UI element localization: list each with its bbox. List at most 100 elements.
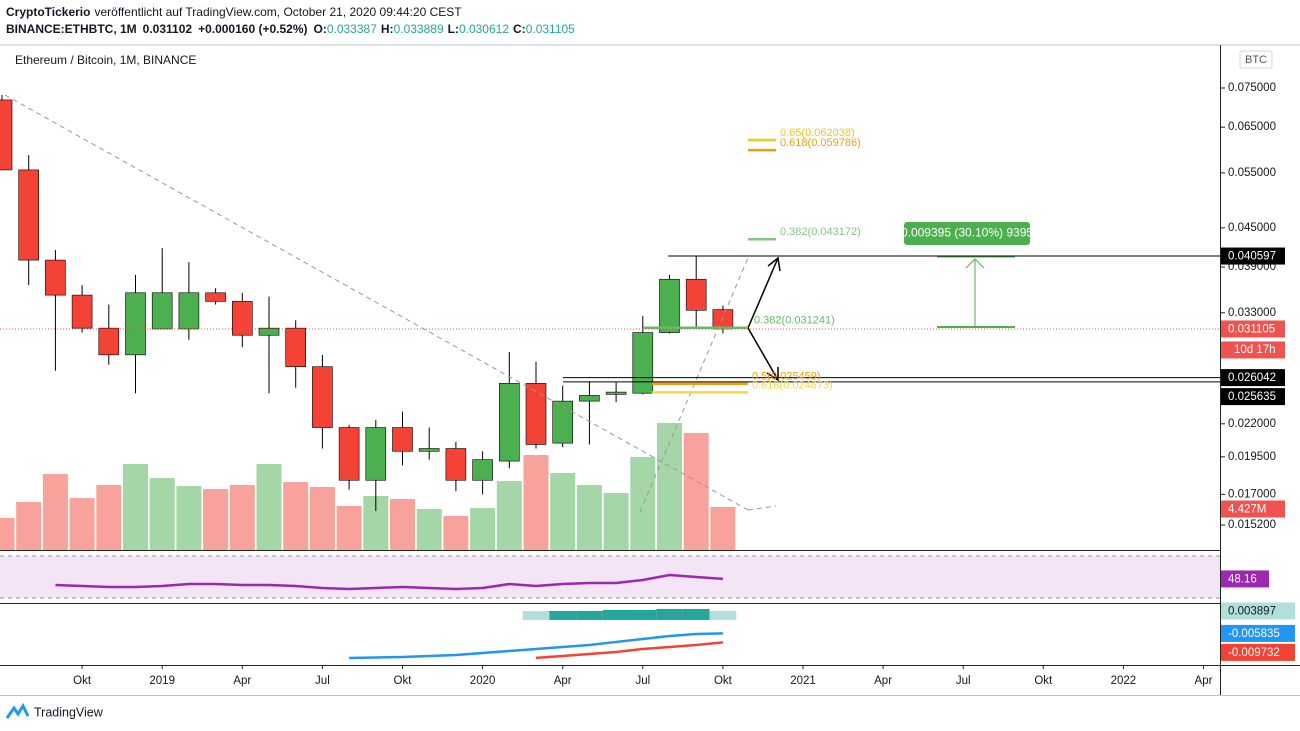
candle-body xyxy=(579,395,600,402)
candle-body xyxy=(125,292,146,356)
price-tag-bg xyxy=(1221,369,1285,387)
candle-body xyxy=(418,448,440,452)
volume-bar xyxy=(149,478,175,550)
x-tick-label: 2019 xyxy=(149,675,175,687)
volume-layer xyxy=(0,422,737,620)
candle-body xyxy=(232,301,253,336)
volume-bar xyxy=(710,507,736,550)
macd-histogram-bar xyxy=(709,610,737,620)
volume-bar xyxy=(176,486,202,550)
macd-histogram-bar xyxy=(522,611,550,620)
candle-body xyxy=(659,278,680,333)
rsi-band xyxy=(0,556,1220,598)
macd-histogram-bar xyxy=(549,610,577,620)
volume-bar xyxy=(203,489,229,550)
x-tick-label: Okt xyxy=(1034,675,1053,687)
fib-label: 0.382(0.031241) xyxy=(754,315,835,327)
projection-arrow xyxy=(747,327,779,381)
price-tag: 4.427M xyxy=(1228,504,1266,516)
volume-bar xyxy=(123,464,148,550)
trend-line xyxy=(4,94,749,511)
price-tag-bg xyxy=(1221,624,1295,642)
x-tick-label: 2020 xyxy=(470,675,496,687)
macd-histogram-bar xyxy=(682,608,710,620)
countdown: 10d 17h xyxy=(1234,344,1276,356)
symbol-line: BINANCE:ETHBTC, 1M 0.031102 +0.000160 (+0.… xyxy=(6,22,575,36)
candle-body xyxy=(45,259,66,296)
x-tick-label: Okt xyxy=(73,675,92,687)
fib-label: 0.5(0.025459) xyxy=(752,371,821,383)
candle-body xyxy=(71,294,93,329)
ohlc-key: L: xyxy=(448,22,459,36)
volume-bar xyxy=(16,502,42,550)
volume-bar xyxy=(390,499,415,550)
ohlc-key: C: xyxy=(513,22,526,36)
x-tick-label: 2022 xyxy=(1111,675,1137,687)
candle-body xyxy=(178,292,200,330)
y-tick-label: 0.055000 xyxy=(1228,167,1276,179)
y-tick-label: 0.022000 xyxy=(1228,418,1276,430)
x-tick-label: Okt xyxy=(714,675,733,687)
currency-badge xyxy=(1239,50,1273,69)
volume-bar xyxy=(550,472,576,550)
y-tick-label: 0.019500 xyxy=(1228,451,1276,463)
candle-body xyxy=(285,327,307,368)
y-tick-label: 0.015200 xyxy=(1228,519,1276,531)
candle-body xyxy=(445,448,467,481)
measure-box xyxy=(904,222,1030,245)
ohlc-value: 0.030612 xyxy=(459,22,509,36)
drawings xyxy=(0,94,1220,513)
volume-bar xyxy=(69,498,95,550)
y-tick-label: 0.075000 xyxy=(1228,82,1276,94)
price-tag-bg xyxy=(1221,500,1285,518)
signal-line xyxy=(535,641,724,660)
volume-bar xyxy=(283,482,309,550)
volume-bar xyxy=(630,456,656,550)
price-tag-bg xyxy=(1221,602,1295,620)
published: veröffentlicht auf TradingView.com, Octo… xyxy=(94,5,462,19)
candle-body xyxy=(338,427,360,481)
x-tick-label: Okt xyxy=(394,675,413,687)
y-tick-label: 0.017000 xyxy=(1228,488,1276,500)
volume-bar xyxy=(416,509,442,550)
x-tick-label: Jul xyxy=(956,675,971,687)
volume-bar xyxy=(470,507,496,550)
volume-bar xyxy=(42,473,68,550)
candle-body xyxy=(98,327,120,356)
price-tag: 0.025635 xyxy=(1228,391,1276,403)
price-tag: -0.009732 xyxy=(1228,647,1280,659)
candle-body xyxy=(0,99,13,171)
candle-body xyxy=(605,391,627,395)
price-tag: 0.026042 xyxy=(1228,372,1276,384)
volume-bar xyxy=(576,485,602,550)
x-tick-label: 2021 xyxy=(790,675,816,687)
volume-bar xyxy=(256,464,282,550)
brand-logo xyxy=(5,702,30,719)
x-tick-label: Apr xyxy=(233,675,251,687)
macd-line xyxy=(349,632,723,660)
x-tick-label: Jul xyxy=(635,675,650,687)
trend-line xyxy=(747,505,777,511)
macd-histogram-bar xyxy=(602,609,630,620)
measure-label: 0.009395 (30.10%) 9395 xyxy=(901,226,1033,240)
ohlc-value: 0.031105 xyxy=(526,22,575,36)
volume-bar xyxy=(496,481,522,550)
price-tag: 48.16 xyxy=(1228,573,1257,585)
projection-arrow xyxy=(747,257,779,329)
price-tag: -0.005835 xyxy=(1228,628,1280,640)
y-tick-label: 0.033000 xyxy=(1228,307,1276,319)
candle-body xyxy=(552,400,574,444)
x-tick-label: Apr xyxy=(874,675,892,687)
fib-label: 0.618(0.059786) xyxy=(780,137,861,149)
macd-histogram-bar xyxy=(629,609,657,620)
y-tick-label: 0.065000 xyxy=(1228,121,1276,133)
candle-body xyxy=(498,383,520,462)
ohlc-value: 0.033387 xyxy=(327,22,377,36)
fib-label: 0.618(0.024673) xyxy=(752,379,833,391)
price-tag-bg xyxy=(1221,388,1285,406)
price-tag-bg xyxy=(1221,570,1269,588)
fib-label: 0.65(0.062038) xyxy=(780,127,855,139)
volume-bar xyxy=(336,506,362,550)
x-tick-label: Apr xyxy=(554,675,572,687)
